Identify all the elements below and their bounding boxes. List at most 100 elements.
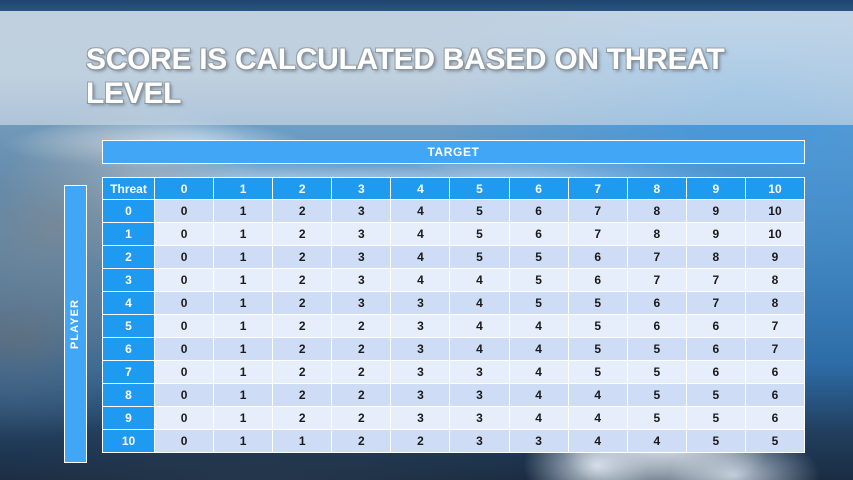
row-header-0: 0 — [102, 200, 155, 223]
matrix-cell: 1 — [214, 223, 274, 246]
matrix-cell: 0 — [155, 430, 215, 453]
column-header-4: 4 — [391, 177, 451, 200]
matrix-cell: 6 — [745, 361, 806, 384]
matrix-cell: 5 — [509, 246, 569, 269]
matrix-cell: 6 — [745, 384, 806, 407]
row-header-7: 7 — [102, 361, 155, 384]
matrix-cell: 2 — [273, 200, 333, 223]
matrix-cell: 8 — [686, 246, 746, 269]
matrix-cell: 3 — [450, 430, 510, 453]
column-header-9: 9 — [686, 177, 746, 200]
matrix-cell: 9 — [745, 246, 806, 269]
matrix-cell: 1 — [214, 407, 274, 430]
matrix-cell: 10 — [745, 223, 806, 246]
matrix-cell: 8 — [627, 223, 687, 246]
matrix-corner-header: Threat — [102, 177, 155, 200]
matrix-cell: 7 — [627, 269, 687, 292]
matrix-cell: 4 — [391, 269, 451, 292]
matrix-cell: 2 — [332, 338, 392, 361]
matrix-cell: 6 — [568, 246, 628, 269]
matrix-cell: 5 — [450, 223, 510, 246]
matrix-cell: 0 — [155, 407, 215, 430]
matrix-cell: 4 — [627, 430, 687, 453]
row-header-1: 1 — [102, 223, 155, 246]
matrix-cell: 2 — [332, 361, 392, 384]
matrix-cell: 0 — [155, 315, 215, 338]
matrix-cell: 0 — [155, 361, 215, 384]
matrix-cell: 10 — [745, 200, 806, 223]
matrix-cell: 6 — [686, 315, 746, 338]
matrix-header-row: Threat 0 1 2 3 4 5 6 7 8 9 10 — [102, 177, 806, 200]
matrix-cell: 2 — [273, 269, 333, 292]
matrix-cell: 3 — [450, 407, 510, 430]
matrix-cell: 4 — [509, 407, 569, 430]
matrix-cell: 3 — [391, 407, 451, 430]
row-header-8: 8 — [102, 384, 155, 407]
row-header-2: 2 — [102, 246, 155, 269]
matrix-row: 10 0 1 1 2 2 3 3 4 4 5 5 — [102, 430, 806, 453]
matrix-cell: 6 — [627, 292, 687, 315]
row-header-6: 6 — [102, 338, 155, 361]
matrix-cell: 4 — [391, 223, 451, 246]
target-axis-banner: TARGET — [102, 140, 805, 164]
player-axis-label: PLAYER — [69, 298, 82, 350]
column-header-3: 3 — [332, 177, 392, 200]
matrix-cell: 1 — [273, 430, 333, 453]
matrix-cell: 4 — [509, 384, 569, 407]
matrix-cell: 1 — [214, 361, 274, 384]
matrix-cell: 5 — [627, 338, 687, 361]
matrix-cell: 6 — [627, 315, 687, 338]
matrix-cell: 2 — [332, 430, 392, 453]
title-banner: Score is calculated based on threat leve… — [0, 11, 853, 125]
matrix-cell: 3 — [332, 292, 392, 315]
matrix-cell: 0 — [155, 384, 215, 407]
matrix-cell: 5 — [627, 384, 687, 407]
matrix-cell: 1 — [214, 292, 274, 315]
matrix-cell: 3 — [332, 200, 392, 223]
column-header-8: 8 — [627, 177, 687, 200]
matrix-cell: 0 — [155, 338, 215, 361]
matrix-cell: 1 — [214, 315, 274, 338]
matrix-cell: 4 — [450, 315, 510, 338]
matrix-cell: 3 — [332, 223, 392, 246]
matrix-cell: 5 — [745, 430, 806, 453]
matrix-cell: 3 — [391, 361, 451, 384]
matrix-cell: 2 — [273, 361, 333, 384]
matrix-cell: 7 — [745, 315, 806, 338]
matrix-cell: 8 — [745, 292, 806, 315]
matrix-cell: 4 — [450, 338, 510, 361]
matrix-cell: 5 — [509, 269, 569, 292]
matrix-cell: 5 — [627, 361, 687, 384]
matrix-cell: 2 — [332, 407, 392, 430]
matrix-cell: 1 — [214, 384, 274, 407]
matrix-cell: 1 — [214, 430, 274, 453]
player-axis-banner: PLAYER — [64, 185, 87, 463]
matrix-cell: 2 — [273, 223, 333, 246]
matrix-cell: 2 — [332, 315, 392, 338]
matrix-cell: 4 — [509, 338, 569, 361]
matrix-cell: 3 — [391, 338, 451, 361]
matrix-cell: 3 — [391, 315, 451, 338]
matrix-cell: 1 — [214, 338, 274, 361]
matrix-cell: 5 — [627, 407, 687, 430]
row-header-10: 10 — [102, 430, 155, 453]
matrix-cell: 6 — [568, 269, 628, 292]
matrix-cell: 3 — [391, 292, 451, 315]
matrix-cell: 4 — [568, 430, 628, 453]
target-axis-label: TARGET — [427, 145, 480, 159]
column-header-0: 0 — [155, 177, 215, 200]
matrix-cell: 5 — [568, 315, 628, 338]
matrix-cell: 1 — [214, 269, 274, 292]
matrix-cell: 5 — [686, 430, 746, 453]
matrix-cell: 5 — [450, 200, 510, 223]
matrix-row: 1 0 1 2 3 4 5 6 7 8 9 10 — [102, 223, 806, 246]
matrix-cell: 5 — [509, 292, 569, 315]
column-header-10: 10 — [745, 177, 806, 200]
matrix-cell: 5 — [686, 384, 746, 407]
row-header-4: 4 — [102, 292, 155, 315]
